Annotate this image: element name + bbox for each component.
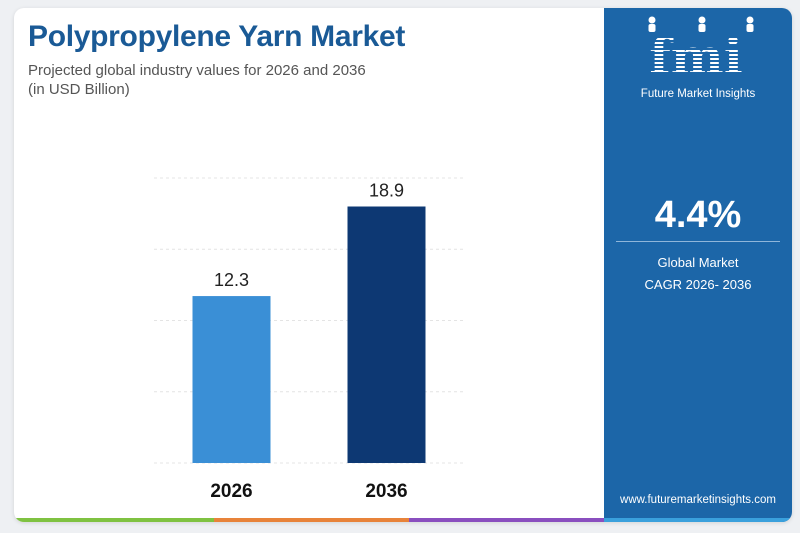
logo-people-icons	[648, 16, 754, 32]
accent-stripe-orange	[214, 518, 409, 522]
subtitle-line-1: Projected global industry values for 202…	[28, 62, 366, 79]
logo-text: fmi	[649, 30, 742, 82]
person-body-icon	[648, 24, 656, 32]
infographic-card: Polypropylene Yarn Market Projected glob…	[14, 8, 792, 522]
person-body-icon	[698, 24, 706, 32]
person-icon	[698, 16, 706, 24]
cagr-divider	[616, 241, 780, 242]
bar-2026	[192, 296, 271, 463]
brand-name: Future Market Insights	[640, 88, 756, 100]
data-label-2036: 18.9	[369, 181, 404, 201]
subtitle-line-2: (in USD Billion)	[28, 81, 130, 98]
x-tick-label-2036: 2036	[365, 481, 407, 502]
sidebar-panel: fmi Future Market Insights 4.4% Global M…	[604, 8, 792, 522]
person-icon	[648, 16, 656, 24]
fmi-logo: fmi	[649, 30, 742, 82]
person-body-icon	[746, 24, 754, 32]
bar-2036	[347, 206, 426, 463]
data-label-2026: 12.3	[214, 270, 249, 290]
website-link[interactable]: www.futuremarketinsights.com	[620, 494, 776, 506]
chart-subtitle: Projected global industry values for 202…	[28, 61, 366, 99]
accent-stripe-green	[14, 518, 214, 522]
person-icon	[746, 16, 754, 24]
cagr-label-line-2: CAGR 2026- 2036	[644, 277, 752, 292]
cagr-label-line-1: Global Market	[657, 255, 739, 270]
x-tick-label-2026: 2026	[210, 481, 252, 502]
bar-chart: 12.3 2026 18.9 2036	[154, 177, 464, 502]
accent-stripe-purple	[409, 518, 604, 522]
page-title: Polypropylene Yarn Market	[28, 20, 406, 53]
accent-stripe-blue	[604, 518, 792, 522]
cagr-value: 4.4%	[654, 194, 742, 236]
